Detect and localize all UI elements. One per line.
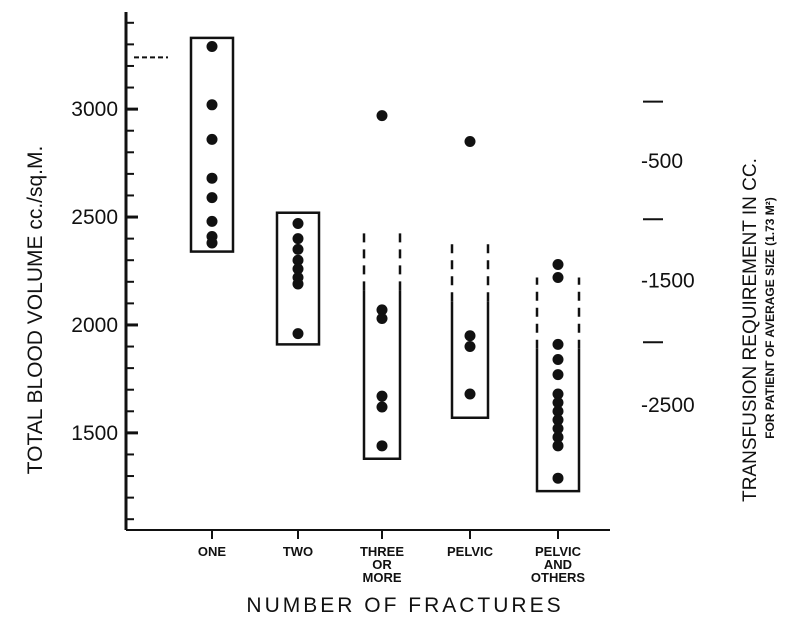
data-point xyxy=(464,330,476,342)
range-box xyxy=(275,211,321,346)
y2-tick-label: -1500 xyxy=(641,270,695,293)
data-point xyxy=(206,237,218,249)
y-tick-label: 2500 xyxy=(71,206,118,229)
groups-layer: ONE TWO THREE OR MORE PELVIC PELVIC AND OTHERS xyxy=(189,36,586,585)
data-point xyxy=(376,110,388,122)
data-point xyxy=(206,133,218,145)
data-point xyxy=(552,440,564,452)
data-point xyxy=(206,172,218,184)
data-point xyxy=(464,388,476,400)
data-point xyxy=(376,312,388,324)
data-point xyxy=(376,440,388,452)
x-category-label: PELVIC xyxy=(447,544,494,559)
y-tick-label: 3000 xyxy=(71,98,118,121)
data-point xyxy=(464,136,476,147)
data-point xyxy=(376,390,388,402)
data-point xyxy=(292,328,304,340)
data-point xyxy=(206,215,218,227)
data-point xyxy=(292,263,304,275)
x-category-label: PELVIC AND OTHERS xyxy=(531,544,586,585)
data-point xyxy=(376,304,388,316)
range-box xyxy=(450,301,490,420)
data-point xyxy=(552,397,564,409)
data-point xyxy=(552,472,564,484)
data-point xyxy=(464,341,476,353)
data-point xyxy=(552,259,564,271)
data-point xyxy=(292,278,304,290)
data-point xyxy=(552,405,564,417)
x-category-label: TWO xyxy=(283,544,313,559)
data-point xyxy=(206,41,218,53)
data-point xyxy=(206,192,218,204)
y-tick-label: 2000 xyxy=(71,314,118,337)
data-point xyxy=(552,388,564,400)
data-point xyxy=(292,254,304,266)
data-point xyxy=(552,423,564,435)
labels-layer: TOTAL BLOOD VOLUME cc./sq.M. TRANSFUSION… xyxy=(24,146,777,617)
y2-axis-subtitle: FOR PATIENT OF AVERAGE SIZE (1.73 M²) xyxy=(763,197,777,439)
data-point xyxy=(292,243,304,255)
y-tick-label: 1500 xyxy=(71,422,118,445)
data-point xyxy=(292,233,304,245)
range-box xyxy=(362,290,402,461)
data-point xyxy=(552,353,564,365)
range-box xyxy=(189,36,235,253)
y2-tick-label: -500 xyxy=(641,150,683,173)
y2-axis-title: TRANSFUSION REQUIREMENT IN CC. xyxy=(740,158,761,502)
x-category-label: ONE xyxy=(198,544,227,559)
data-point xyxy=(552,369,564,381)
y2-tick-label: -2500 xyxy=(641,394,695,417)
data-point xyxy=(552,414,564,426)
data-point xyxy=(552,338,564,350)
data-point xyxy=(552,431,564,443)
data-point xyxy=(292,218,304,230)
data-point xyxy=(376,401,388,413)
axes-layer: 1500 2000 2500 3000 -500 -1500 -2500 xyxy=(71,12,695,539)
data-point xyxy=(552,271,564,283)
y-axis-title: TOTAL BLOOD VOLUME cc./sq.M. xyxy=(24,146,47,475)
x-category-label: THREE OR MORE xyxy=(360,544,404,585)
x-axis-title: NUMBER OF FRACTURES xyxy=(246,594,563,617)
range-box xyxy=(535,348,581,493)
data-point xyxy=(206,99,218,111)
